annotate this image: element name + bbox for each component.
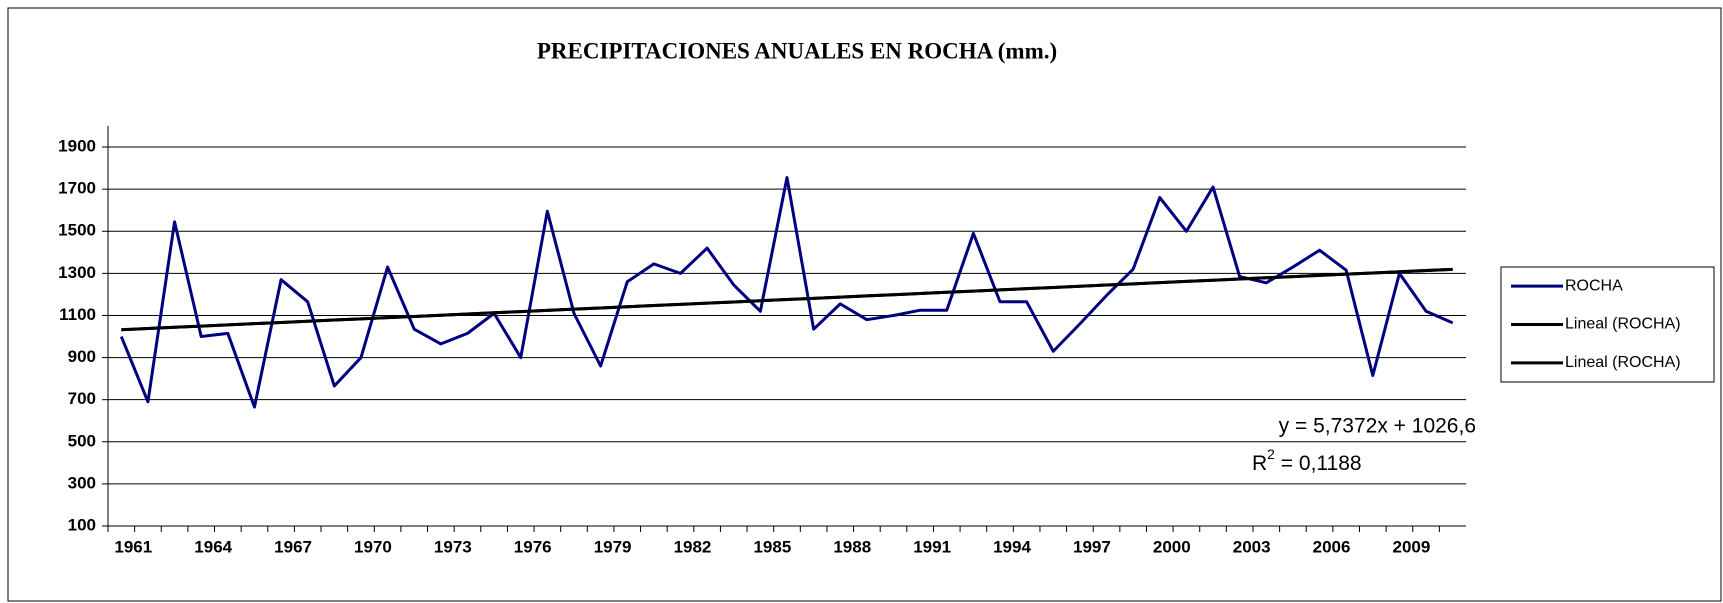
x-tick-label: 1976 <box>514 537 552 556</box>
r2-value: = 0,1188 <box>1275 452 1362 475</box>
x-tick-label: 1967 <box>274 537 312 556</box>
x-tick-label: 1988 <box>833 537 871 556</box>
legend-label: Lineal (ROCHA) <box>1565 354 1681 371</box>
x-tick-label: 1973 <box>434 537 472 556</box>
x-tick-label: 1961 <box>114 537 152 556</box>
y-tick-label: 1900 <box>58 137 96 156</box>
series-line <box>121 267 1453 332</box>
x-tick-label: 1970 <box>354 537 392 556</box>
x-tick-label: 2003 <box>1233 537 1271 556</box>
x-tick-label: 1964 <box>194 537 232 556</box>
series-line <box>119 176 1454 409</box>
x-tick-label: 2000 <box>1153 537 1191 556</box>
plot-area <box>108 126 1466 526</box>
r2-prefix: R <box>1252 452 1267 475</box>
y-tick-label: 1700 <box>58 179 96 198</box>
x-tick-label: 2009 <box>1393 537 1431 556</box>
x-tick-label: 1994 <box>993 537 1031 556</box>
y-tick-label: 1100 <box>59 305 96 324</box>
trend-equation: y = 5,7372x + 1026,6 <box>1279 415 1476 438</box>
legend-label: ROCHA <box>1565 277 1623 294</box>
x-tick-label: 1991 <box>913 537 951 556</box>
x-tick-label: 1979 <box>594 537 632 556</box>
y-tick-label: 100 <box>68 515 96 534</box>
x-tick-label: 1985 <box>753 537 791 556</box>
x-tick-label: 2006 <box>1313 537 1351 556</box>
y-tick-label: 1500 <box>58 221 96 240</box>
trend-r2: R2 = 0,1188 <box>1252 446 1362 475</box>
y-tick-label: 1300 <box>58 263 96 282</box>
chart-title: PRECIPITACIONES ANUALES EN ROCHA (mm.) <box>537 38 1057 63</box>
y-tick-label: 300 <box>68 473 96 492</box>
r2-sup: 2 <box>1267 446 1275 462</box>
x-tick-label: 1997 <box>1073 537 1111 556</box>
y-tick-label: 700 <box>68 389 96 408</box>
y-tick-label: 500 <box>68 431 96 450</box>
y-tick-label: 900 <box>68 347 96 366</box>
x-tick-label: 1982 <box>674 537 712 556</box>
legend-label: Lineal (ROCHA) <box>1565 316 1681 333</box>
